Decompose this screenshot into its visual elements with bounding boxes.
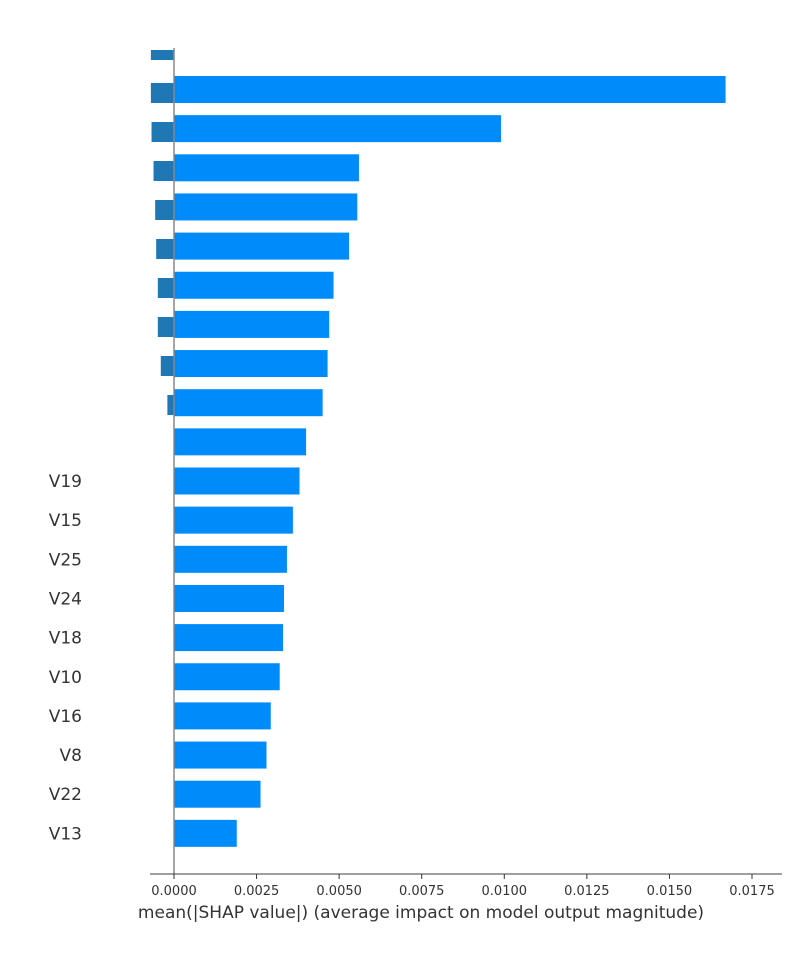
bar-row-2 xyxy=(174,115,501,143)
x-tick-label-3: 0.0050 xyxy=(316,884,362,899)
partial-bar-5 xyxy=(155,200,174,220)
feature-label-v10: V10 xyxy=(49,668,82,688)
x-tick-label-6: 0.0125 xyxy=(564,884,610,899)
partial-bar-7 xyxy=(157,278,174,298)
x-tick-label-1: 0.0000 xyxy=(151,884,197,899)
partial-bar-1 xyxy=(150,50,174,60)
bar-v8 xyxy=(174,741,267,769)
bar-row-9 xyxy=(174,389,323,417)
bar-row-5 xyxy=(174,232,350,260)
feature-label-v19: V19 xyxy=(49,472,82,492)
bar-v25 xyxy=(174,545,287,573)
bar-v22 xyxy=(174,780,261,808)
feature-label-v8: V8 xyxy=(60,746,82,766)
feature-label-v25: V25 xyxy=(49,550,82,570)
bar-row-4 xyxy=(174,193,358,221)
x-axis-label: mean(|SHAP value|) (average impact on mo… xyxy=(138,903,704,923)
bar-v15 xyxy=(174,506,293,534)
x-tick-label-4: 0.0075 xyxy=(399,884,445,899)
bar-v18 xyxy=(174,624,283,652)
bar-row-3 xyxy=(174,154,359,182)
partial-bar-layer xyxy=(150,50,174,415)
x-tick-label-8: 0.0175 xyxy=(729,884,775,899)
bar-row-6 xyxy=(174,271,334,299)
bar-v19 xyxy=(174,467,300,495)
feature-label-v16: V16 xyxy=(49,707,82,727)
bar-v10 xyxy=(174,663,280,691)
bar-row-8 xyxy=(174,350,328,378)
partial-bar-3 xyxy=(151,122,174,142)
partial-bar-6 xyxy=(156,239,174,259)
partial-bar-4 xyxy=(153,161,174,181)
feature-label-v24: V24 xyxy=(49,589,82,609)
partial-bar-9 xyxy=(160,356,174,376)
x-axis: 0.0000 0.0025 0.0050 0.0075 0.0100 0.0125 0.01… xyxy=(150,873,782,899)
bar-row-1 xyxy=(174,76,726,103)
partial-bar-10 xyxy=(167,395,174,415)
bar-row-7 xyxy=(174,310,330,338)
feature-label-v15: V15 xyxy=(49,511,82,531)
feature-label-v18: V18 xyxy=(49,629,82,649)
x-tick-label-7: 0.0150 xyxy=(647,884,693,899)
bar-row-10 xyxy=(174,428,307,456)
bar-v16 xyxy=(174,702,271,730)
bar-v13 xyxy=(174,819,237,847)
feature-label-layer: V19 V15 V25 V24 V18 V10 V16 V8 V22 V13 xyxy=(49,472,82,844)
bar-layer xyxy=(174,76,726,847)
x-tick-label-2: 0.0025 xyxy=(234,884,280,899)
feature-label-v22: V22 xyxy=(49,785,82,805)
feature-label-v13: V13 xyxy=(49,824,82,844)
partial-bar-8 xyxy=(157,317,174,337)
bar-v24 xyxy=(174,584,284,612)
partial-bar-2 xyxy=(150,83,174,103)
x-tick-label-5: 0.0100 xyxy=(482,884,528,899)
